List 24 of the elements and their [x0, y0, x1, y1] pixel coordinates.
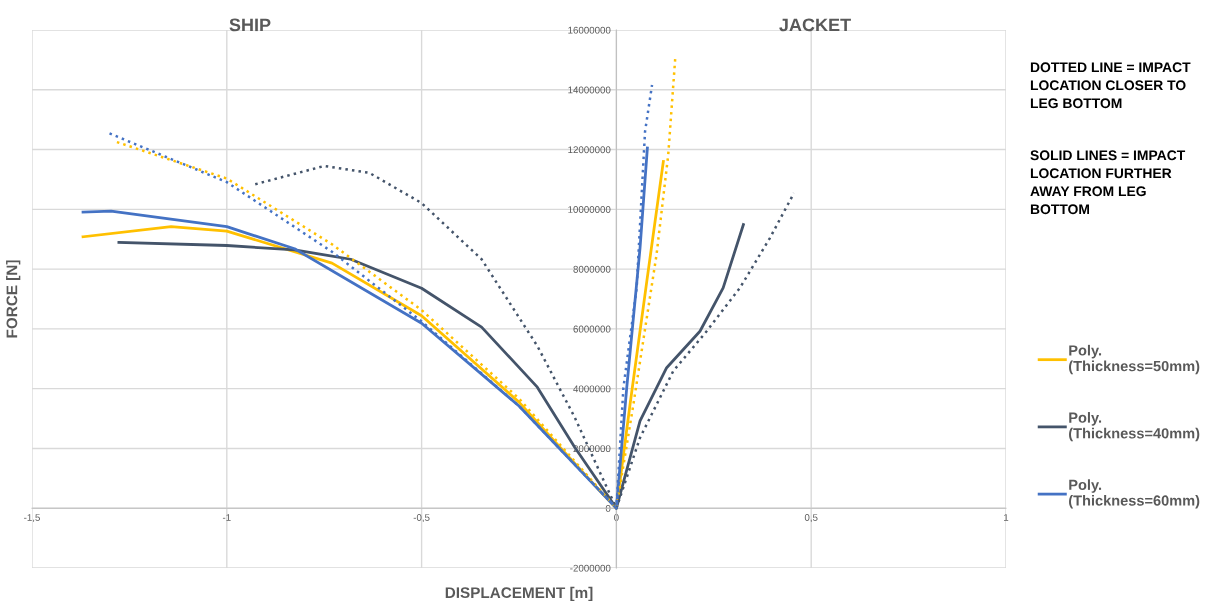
- x-tick-label: -1: [222, 514, 231, 521]
- legend-label: Poly. (Thickness=60mm): [1069, 479, 1200, 509]
- x-axis-title: DISPLACEMENT [m]: [445, 586, 593, 601]
- annotation: JACKET: [779, 18, 851, 32]
- text: SOLID LINES = IMPACT LOCATION FURTHER AWAY FROM LEG BOTTOM: [1030, 150, 1186, 215]
- legend-label: Poly. (Thickness=40mm): [1069, 412, 1200, 442]
- y-axis-title: FORCE [N]: [6, 260, 21, 338]
- text: DOTTED LINE = IMPACT LOCATION CLOSER TO LEG BOTTOM: [1030, 62, 1191, 109]
- annotation: SHIP: [229, 18, 271, 32]
- y-tick-label: 4000000: [573, 385, 611, 393]
- y-tick-label: 12000000: [568, 146, 611, 154]
- y-tick-label: 16000000: [568, 26, 611, 34]
- y-tick-label: 10000000: [568, 206, 611, 213]
- x-tick-label: 1: [1004, 514, 1009, 521]
- y-tick-label: 8000000: [573, 265, 611, 273]
- legend-label: Poly. (Thickness=50mm): [1069, 344, 1200, 375]
- x-tick-label: 0,5: [804, 514, 818, 523]
- y-tick-label: 6000000: [573, 325, 611, 333]
- x-tick-label: -1,5: [24, 514, 40, 523]
- x-tick-label: 0: [614, 514, 619, 521]
- y-tick-label: 0: [605, 504, 611, 512]
- y-tick-label: 14000000: [568, 86, 611, 94]
- x-tick-label: -0,5: [413, 514, 430, 523]
- y-tick-label: -2000000: [570, 564, 611, 572]
